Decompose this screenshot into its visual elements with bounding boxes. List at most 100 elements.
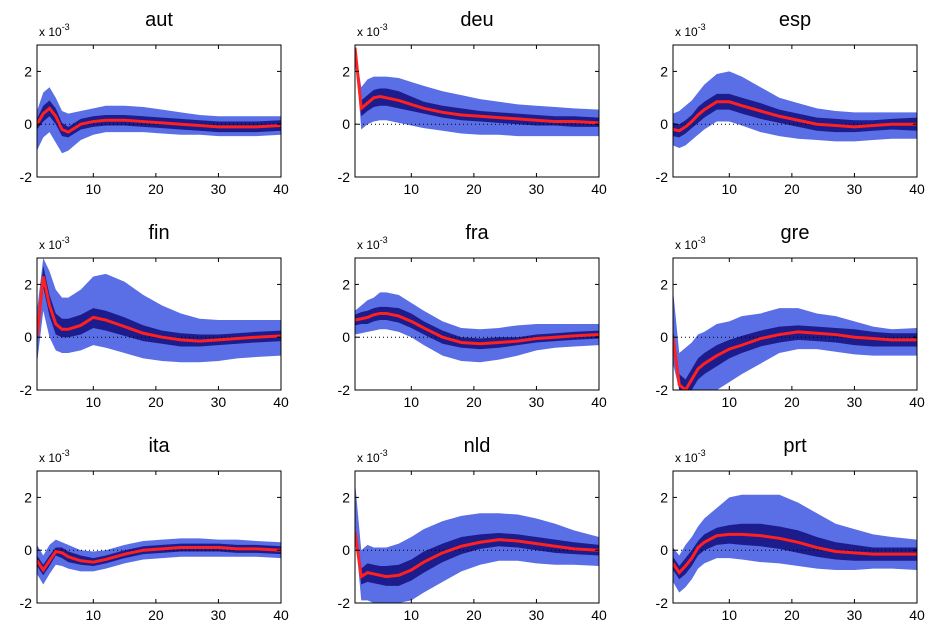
x-tick-label: 10 bbox=[86, 394, 102, 410]
multiplier-exponent: -3 bbox=[698, 235, 706, 245]
median-line bbox=[37, 106, 281, 134]
x-tick-label: 20 bbox=[148, 181, 164, 197]
x-tick-label: 20 bbox=[148, 607, 164, 623]
median-line bbox=[355, 531, 599, 580]
y-multiplier: x 10-3 bbox=[357, 235, 388, 252]
x-tick-label: 10 bbox=[404, 394, 420, 410]
panel: -2 0 2 10 20 30 40 esp x 10-3 bbox=[656, 9, 925, 197]
y-tick-label: 0 bbox=[660, 542, 668, 558]
x-tick-label: 20 bbox=[466, 607, 482, 623]
y-tick-label: -2 bbox=[20, 595, 33, 611]
x-tick-label: 10 bbox=[86, 181, 102, 197]
y-tick-label: -2 bbox=[338, 595, 351, 611]
multiplier-exponent: -3 bbox=[380, 235, 388, 245]
panel-title: fin bbox=[148, 222, 169, 244]
axes-box bbox=[672, 257, 918, 391]
y-tick-label: 2 bbox=[342, 63, 350, 79]
x-tick-label: 30 bbox=[529, 394, 545, 410]
multiplier-exponent: -3 bbox=[698, 22, 706, 32]
y-multiplier: x 10-3 bbox=[675, 448, 706, 465]
band bbox=[673, 523, 917, 580]
panel: -2 0 2 10 20 30 40 fin x 10-3 bbox=[20, 222, 289, 410]
y-multiplier: x 10-3 bbox=[39, 22, 70, 39]
multiplier-base: x 10 bbox=[675, 238, 698, 252]
plot-content bbox=[673, 289, 917, 390]
x-tick-label: 40 bbox=[909, 394, 925, 410]
panel-title: gre bbox=[781, 222, 810, 244]
x-tick-label: 10 bbox=[722, 181, 738, 197]
y-tick-label: 2 bbox=[660, 276, 668, 292]
x-tick-label: 20 bbox=[466, 181, 482, 197]
x-tick-label: 30 bbox=[847, 394, 863, 410]
plot-content bbox=[355, 292, 599, 363]
y-tick-label: 2 bbox=[342, 276, 350, 292]
y-tick-label: -2 bbox=[656, 169, 669, 185]
panel-title: deu bbox=[460, 9, 493, 31]
panel-title: prt bbox=[783, 435, 807, 457]
y-tick-label: 2 bbox=[342, 489, 350, 505]
panel-title: nld bbox=[464, 435, 491, 457]
median-line bbox=[37, 546, 281, 573]
plot-content bbox=[37, 258, 281, 364]
multiplier-base: x 10 bbox=[39, 451, 62, 465]
median-line bbox=[673, 330, 917, 390]
median-line bbox=[355, 311, 599, 346]
y-tick-label: 0 bbox=[342, 542, 350, 558]
panel: -2 0 2 10 20 30 40 gre x 10-3 bbox=[656, 222, 925, 410]
y-tick-label: 2 bbox=[660, 63, 668, 79]
multiplier-base: x 10 bbox=[357, 25, 380, 39]
x-tick-label: 10 bbox=[404, 181, 420, 197]
band bbox=[673, 325, 917, 390]
y-multiplier: x 10-3 bbox=[39, 448, 70, 465]
x-tick-label: 40 bbox=[273, 394, 289, 410]
axes-box bbox=[354, 470, 600, 604]
panel-title: ita bbox=[148, 435, 170, 457]
panel: -2 0 2 10 20 30 40 ita x 10-3 bbox=[20, 435, 289, 623]
band bbox=[37, 265, 281, 347]
x-tick-label: 40 bbox=[591, 394, 607, 410]
y-tick-label: 2 bbox=[24, 63, 32, 79]
multiplier-base: x 10 bbox=[39, 25, 62, 39]
x-tick-label: 30 bbox=[211, 181, 227, 197]
y-multiplier: x 10-3 bbox=[675, 22, 706, 39]
band bbox=[355, 47, 599, 137]
median-line bbox=[37, 276, 281, 343]
y-tick-label: 0 bbox=[24, 542, 32, 558]
y-tick-label: -2 bbox=[656, 382, 669, 398]
x-tick-label: 40 bbox=[909, 607, 925, 623]
y-tick-label: 0 bbox=[24, 329, 32, 345]
plot-area bbox=[37, 471, 281, 603]
x-tick-label: 30 bbox=[211, 607, 227, 623]
panel: -2 0 2 10 20 30 40 prt x 10-3 bbox=[656, 435, 925, 623]
y-tick-label: 0 bbox=[660, 329, 668, 345]
x-tick-label: 20 bbox=[466, 394, 482, 410]
y-multiplier: x 10-3 bbox=[675, 235, 706, 252]
x-tick-label: 10 bbox=[86, 607, 102, 623]
y-multiplier: x 10-3 bbox=[357, 448, 388, 465]
x-tick-label: 30 bbox=[847, 181, 863, 197]
plot-content bbox=[355, 481, 599, 603]
band bbox=[37, 543, 281, 576]
multiplier-base: x 10 bbox=[39, 238, 62, 252]
panel: -2 0 2 10 20 30 40 aut x 10-3 bbox=[20, 9, 289, 197]
x-tick-label: 10 bbox=[722, 394, 738, 410]
panel-title: esp bbox=[779, 9, 811, 31]
y-tick-label: 0 bbox=[342, 329, 350, 345]
y-tick-label: 2 bbox=[24, 489, 32, 505]
band bbox=[355, 292, 599, 363]
y-multiplier: x 10-3 bbox=[357, 22, 388, 39]
x-tick-label: 30 bbox=[211, 394, 227, 410]
plot-content bbox=[37, 87, 281, 154]
plot-content bbox=[37, 538, 281, 585]
x-tick-label: 40 bbox=[591, 607, 607, 623]
y-tick-label: -2 bbox=[338, 169, 351, 185]
panel: -2 0 2 10 20 30 40 nld x 10-3 bbox=[338, 435, 607, 623]
multiplier-exponent: -3 bbox=[62, 22, 70, 32]
axes-box bbox=[672, 470, 918, 604]
y-tick-label: 0 bbox=[660, 116, 668, 132]
multiplier-base: x 10 bbox=[675, 25, 698, 39]
x-tick-label: 20 bbox=[784, 181, 800, 197]
y-tick-label: -2 bbox=[20, 382, 33, 398]
multiplier-base: x 10 bbox=[357, 238, 380, 252]
multiplier-exponent: -3 bbox=[62, 235, 70, 245]
